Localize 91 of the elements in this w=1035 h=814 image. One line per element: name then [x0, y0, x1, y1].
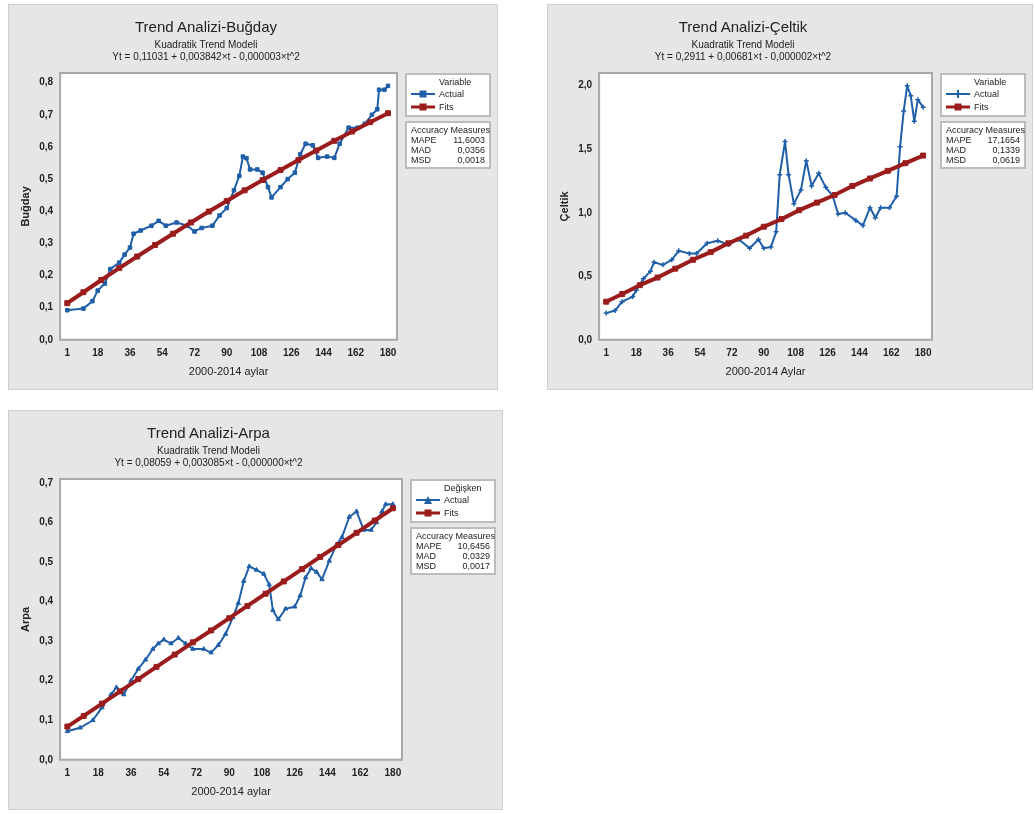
text: MAD 0,0356 — [411, 145, 485, 155]
chart-title: Trend Analizi-Arpa — [147, 424, 271, 442]
y-tick-label: 0,0 — [578, 333, 593, 345]
text: Accuracy Measures — [411, 125, 491, 135]
text: Yt = 0,11031 + 0,003842×t - 0,000003×t^2 — [112, 50, 301, 62]
x-tick-label: 72 — [188, 346, 201, 358]
x-tick-label: 162 — [347, 346, 365, 358]
x-tick-label: 144 — [315, 346, 333, 358]
legend-label: Fits — [439, 101, 454, 112]
text: MSD 0,0018 — [411, 155, 485, 165]
x-tick-label: 72 — [190, 766, 203, 778]
y-tick-label: 0,5 — [39, 555, 54, 567]
text: MSD 0,0619 — [946, 155, 1020, 165]
legend-title: Variable — [974, 77, 1008, 87]
x-tick-label: 126 — [286, 766, 304, 778]
y-tick-label: 0,2 — [39, 269, 54, 281]
x-tick-label: 90 — [758, 346, 770, 358]
y-tick-label: 0,4 — [39, 204, 54, 216]
legend-label: Fits — [444, 507, 459, 518]
text: Yt = 0,2911 + 0,00681×t - 0,000002×t^2 — [654, 50, 832, 62]
y-axis-title: Buğday — [18, 185, 31, 227]
x-axis-title: 2000-2014 aylar — [191, 785, 272, 798]
legend-label: Actual — [444, 494, 470, 505]
y-tick-label: 0,7 — [39, 476, 54, 488]
x-tick-label: 54 — [694, 346, 707, 358]
y-tick-label: 0,0 — [39, 333, 54, 345]
x-tick-label: 36 — [124, 346, 136, 358]
x-tick-label: 72 — [726, 346, 738, 358]
x-tick-label: 36 — [125, 766, 138, 778]
x-tick-label: 90 — [223, 766, 236, 778]
y-tick-label: 0,2 — [39, 674, 54, 686]
legend-label: Actual — [974, 88, 1000, 99]
x-tick-label: 36 — [662, 346, 675, 358]
x-tick-label: 144 — [319, 766, 337, 778]
x-tick-label: 108 — [250, 346, 268, 358]
chart-subtitle: Kuadratik Trend Modeli — [154, 38, 258, 50]
y-tick-label: 0,8 — [39, 76, 54, 88]
text: Accuracy Measures — [416, 531, 496, 541]
x-axis-title: 2000-2014 Aylar — [725, 365, 806, 378]
legend-label: Fits — [974, 101, 989, 112]
y-tick-label: 0,0 — [39, 753, 54, 765]
text: MAPE 11,6003 — [411, 135, 485, 145]
y-axis-title: Arpa — [18, 605, 31, 632]
y-tick-label: 0,3 — [39, 634, 54, 646]
y-tick-label: 1,0 — [578, 206, 593, 218]
chart-title: Trend Analizi-Buğday — [134, 18, 278, 36]
x-tick-label: 180 — [914, 346, 932, 358]
x-tick-label: 18 — [630, 346, 643, 358]
x-tick-label: 162 — [351, 766, 369, 778]
x-tick-label: 54 — [156, 346, 169, 358]
text: MAPE 17,1654 — [946, 135, 1020, 145]
text: MAD 0,1339 — [946, 145, 1020, 155]
y-tick-label: 0,6 — [39, 140, 54, 152]
x-tick-label: 108 — [787, 346, 805, 358]
x-tick-label: 180 — [379, 346, 397, 358]
text: Accuracy Measures — [946, 125, 1026, 135]
y-tick-label: 0,1 — [39, 714, 54, 725]
text: MSD 0,0017 — [416, 561, 490, 571]
x-tick-label: 90 — [221, 346, 233, 358]
y-tick-label: 1,5 — [578, 142, 593, 154]
y-tick-label: 0,5 — [39, 172, 54, 184]
x-tick-label: 108 — [253, 766, 271, 778]
y-tick-label: 0,6 — [39, 516, 54, 528]
text: MAD 0,0329 — [416, 551, 490, 561]
x-tick-label: 1 — [64, 346, 71, 358]
y-tick-label: 0,5 — [578, 270, 593, 282]
y-tick-label: 2,0 — [578, 79, 593, 91]
legend-title: Variable — [439, 77, 473, 87]
y-tick-label: 0,1 — [39, 301, 54, 313]
chart-title: Trend Analizi-Çeltik — [678, 18, 808, 36]
x-tick-label: 1 — [64, 766, 71, 778]
chart-subtitle: Kuadratik Trend Modeli — [157, 444, 260, 456]
x-tick-label: 162 — [882, 346, 901, 358]
text: Yt = 0,08059 + 0,003085×t - 0,000000×t^2 — [114, 456, 304, 468]
x-tick-label: 54 — [158, 766, 170, 778]
x-tick-label: 18 — [92, 346, 104, 358]
x-tick-label: 18 — [92, 766, 105, 778]
x-axis-title: 2000-2014 aylar — [188, 365, 269, 378]
x-tick-label: 144 — [851, 346, 869, 358]
x-tick-label: 126 — [282, 346, 301, 358]
x-tick-label: 1 — [603, 346, 610, 358]
text: MAPE 10,6456 — [416, 541, 490, 551]
chart-subtitle: Kuadratik Trend Modeli — [691, 38, 795, 50]
legend-label: Actual — [439, 88, 465, 99]
y-axis-title: Çeltik — [557, 190, 570, 222]
legend-title: Değişken — [444, 483, 483, 493]
x-tick-label: 180 — [384, 766, 402, 778]
x-tick-label: 126 — [819, 346, 837, 358]
y-tick-label: 0,4 — [39, 595, 54, 607]
y-tick-label: 0,3 — [39, 237, 54, 249]
y-tick-label: 0,7 — [39, 108, 54, 120]
